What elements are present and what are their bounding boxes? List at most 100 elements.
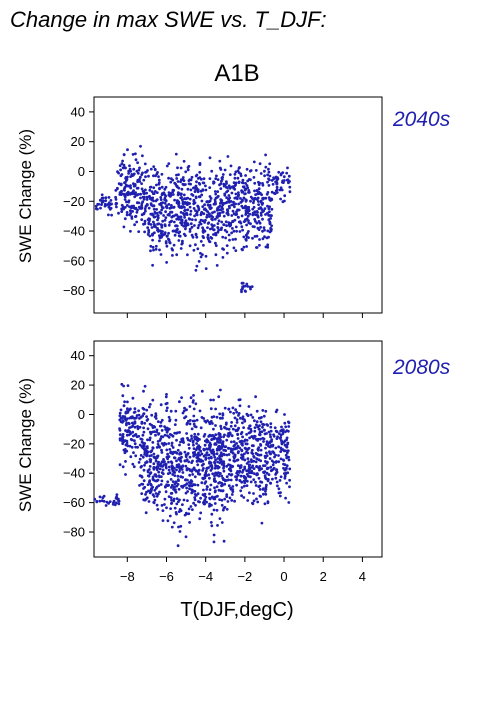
scatter-point (207, 221, 211, 225)
scatter-point (131, 173, 135, 177)
scatter-point (192, 201, 196, 205)
y-tick-label: −80 (63, 283, 85, 298)
scatter-point (250, 448, 254, 452)
scatter-point (241, 455, 245, 459)
scatter-point (277, 170, 281, 174)
scatter-point (158, 445, 162, 449)
scatter-point (160, 192, 164, 195)
scatter-point (199, 240, 203, 243)
scatter-point (186, 452, 190, 455)
scatter-point (108, 500, 112, 503)
scatter-point (208, 492, 211, 496)
scatter-point (264, 490, 267, 493)
scatter-point (196, 432, 200, 436)
scatter-point (241, 185, 245, 189)
scatter-point (185, 422, 189, 426)
scatter-point (173, 198, 177, 202)
scatter-point (195, 213, 199, 217)
scatter-point (212, 398, 215, 402)
scatter-point (214, 458, 217, 462)
scatter-point (185, 468, 189, 472)
scatter-point (254, 480, 257, 484)
scatter-point (198, 176, 202, 180)
scatter-point (172, 499, 176, 503)
scatter-point (180, 196, 184, 199)
scatter-point (148, 403, 152, 406)
scatter-point (131, 153, 135, 156)
scatter-point (146, 427, 150, 431)
scatter-point (127, 169, 131, 173)
scatter-point (191, 483, 195, 486)
scatter-point (279, 429, 282, 433)
scatter-point (199, 511, 203, 515)
scatter-point (171, 254, 174, 257)
scatter-point (266, 229, 270, 233)
scatter-point (188, 197, 192, 201)
scatter-point (96, 207, 99, 211)
scatter-point (125, 213, 129, 217)
scatter-point (232, 246, 236, 250)
scatter-point (258, 243, 261, 247)
scatter-point (159, 403, 163, 407)
scatter-point (116, 497, 120, 501)
scatter-point (229, 478, 233, 482)
scatter-point (160, 471, 164, 474)
scatter-point (142, 487, 145, 490)
scatter-point (269, 440, 272, 443)
scatter-point (132, 411, 136, 414)
scatter-point (131, 210, 135, 213)
scatter-point (151, 398, 155, 402)
scatter-point (129, 209, 132, 213)
scatter-point (253, 218, 257, 221)
scatter-point (269, 429, 273, 433)
scatter-point (151, 245, 155, 249)
scatter-point (156, 440, 160, 443)
scatter-point (216, 226, 220, 229)
scatter-point (170, 491, 174, 495)
scatter-point (121, 394, 125, 398)
scatter-point (268, 220, 272, 224)
scatter-point (133, 425, 137, 429)
scatter-point (159, 253, 163, 256)
scatter-point (125, 211, 129, 214)
period-label: 2080s (392, 356, 451, 379)
scatter-point (143, 450, 147, 454)
scatter-point (146, 418, 150, 421)
scatter-point (167, 237, 170, 241)
scatter-point (180, 178, 183, 182)
scatter-point (191, 194, 195, 197)
scatter-point (149, 458, 153, 461)
y-tick-label: 20 (71, 378, 85, 393)
scatter-point (175, 228, 179, 232)
scatter-point (275, 468, 278, 472)
scatter-point (233, 499, 237, 503)
scatter-point (150, 233, 154, 236)
scatter-point (204, 188, 208, 192)
scatter-point (216, 178, 220, 182)
scatter-point (239, 221, 243, 225)
scatter-point (146, 226, 150, 230)
scatter-point (281, 448, 285, 452)
scatter-point (264, 409, 268, 413)
y-tick-label: 40 (71, 348, 85, 363)
scatter-point (233, 424, 237, 428)
scatter-point (114, 198, 118, 201)
scatter-point (227, 478, 231, 482)
scatter-point (127, 199, 131, 203)
scatter-point (159, 229, 163, 233)
scatter-point (230, 493, 234, 496)
scatter-point (174, 511, 178, 514)
scatter-point (211, 225, 215, 228)
scatter-point (238, 466, 242, 470)
scatter-point (218, 432, 222, 436)
scatter-point (227, 446, 231, 450)
scatter-point (145, 451, 149, 454)
scatter-point (288, 467, 292, 471)
scatter-point (167, 427, 171, 431)
scatter-point (202, 501, 205, 505)
scatter-point (168, 418, 172, 422)
scatter-point (97, 202, 101, 206)
scatter-point (115, 493, 119, 496)
scatter-point (242, 235, 246, 239)
